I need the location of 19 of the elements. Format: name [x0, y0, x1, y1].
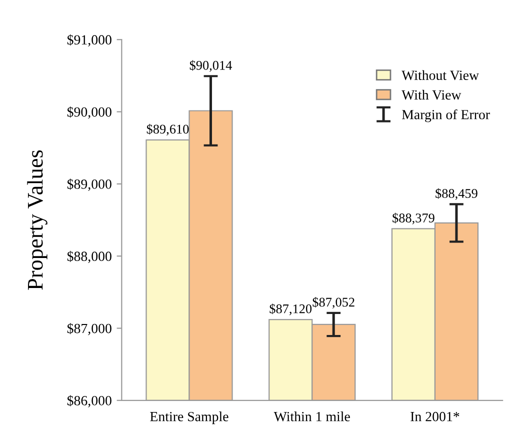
data-label: $87,052 — [312, 296, 354, 309]
x-tick-label: Within 1 mile — [274, 412, 350, 422]
y-tick-label: $90,000 — [67, 106, 112, 119]
legend-label: With View — [402, 90, 462, 100]
y-tick-label: $89,000 — [67, 178, 112, 191]
annotation: Margin of Error — [402, 109, 490, 122]
y-tick-label: $91,000 — [67, 34, 112, 47]
data-label: $87,120 — [270, 304, 312, 316]
y-axis-title: Property Values — [27, 150, 48, 290]
data-label: $89,610 — [146, 124, 189, 136]
legend-label: Without View — [402, 70, 479, 80]
x-tick-label: In 2001* — [410, 412, 460, 422]
y-tick-label: $86,000 — [67, 395, 112, 408]
y-tick-label: $88,000 — [67, 250, 112, 264]
data-label: $90,014 — [190, 60, 232, 72]
data-label: $88,379 — [392, 212, 434, 224]
data-label: $88,459 — [436, 188, 478, 200]
y-tick-label: $87,000 — [67, 323, 112, 336]
x-tick-label: Entire Sample — [150, 412, 228, 424]
